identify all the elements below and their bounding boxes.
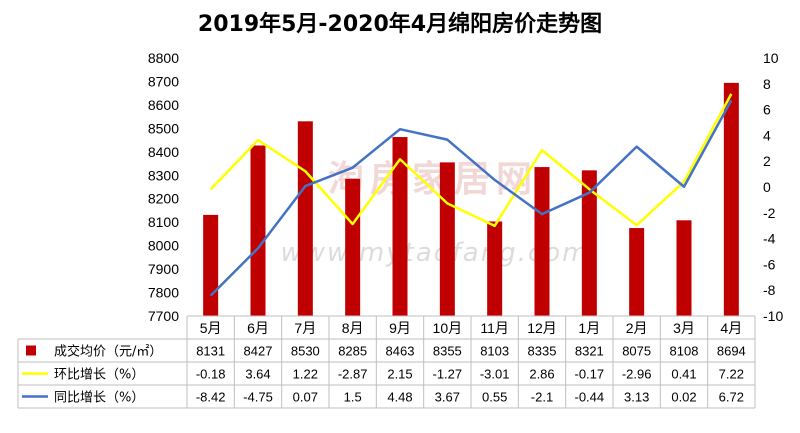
legend-label: 成交均价（元/㎡） <box>54 344 162 360</box>
y-right-tick-label: -6 <box>763 256 776 272</box>
x-tick-label: 5月 <box>200 320 222 336</box>
x-tick-label: 8月 <box>342 320 364 336</box>
data-label: 8108 <box>670 344 699 359</box>
chart-title: 2019年5月-2020年4月绵阳房价走势图 <box>197 12 603 37</box>
x-tick-label: 4月 <box>720 320 742 336</box>
data-label: 8694 <box>717 344 746 359</box>
y-left-tick-label: 8100 <box>148 214 179 230</box>
data-label: -0.17 <box>575 367 605 382</box>
data-label: 0.55 <box>482 390 507 405</box>
data-label: 8103 <box>480 344 509 359</box>
mom-growth-line <box>209 93 733 228</box>
y-left-tick-label: 8200 <box>148 191 179 207</box>
yoy-growth-line <box>209 99 733 297</box>
legend-label: 环比增长（%） <box>54 368 144 383</box>
data-label: -0.44 <box>575 390 605 405</box>
x-tick-label: 10月 <box>433 320 463 336</box>
bar <box>581 170 597 316</box>
y-right-tick-label: 4 <box>763 127 771 143</box>
data-label: 8285 <box>338 344 367 359</box>
y-left-tick-label: 8500 <box>148 120 179 136</box>
x-tick-label: 2月 <box>626 320 648 336</box>
legend-swatch-bar <box>26 345 36 356</box>
y-left-tick-label: 8000 <box>148 238 179 254</box>
data-label: 7.22 <box>719 367 744 382</box>
data-label: 1.22 <box>293 367 318 382</box>
data-label: -4.75 <box>243 390 273 405</box>
y-left-tick-label: 8700 <box>148 73 179 89</box>
bar <box>487 221 503 316</box>
y-right-tick-label: -10 <box>763 308 783 324</box>
data-label: -2.96 <box>622 367 652 382</box>
y-right-tick-label: -2 <box>763 205 776 221</box>
x-tick-label: 12月 <box>527 320 557 336</box>
bar <box>676 220 692 316</box>
data-label: 3.67 <box>435 390 460 405</box>
data-label: 8355 <box>433 344 462 359</box>
bar <box>345 178 361 316</box>
bar <box>250 145 266 316</box>
y-right-tick-label: 10 <box>763 50 779 66</box>
y-left-tick-label: 8800 <box>148 50 179 66</box>
x-tick-label: 3月 <box>673 320 695 336</box>
data-label: 0.07 <box>293 390 318 405</box>
data-label: 6.72 <box>719 390 744 405</box>
data-label: -1.27 <box>433 367 463 382</box>
bar <box>297 121 313 316</box>
data-label: -2.87 <box>338 367 368 382</box>
data-label: 0.02 <box>671 390 696 405</box>
bar <box>629 228 645 316</box>
x-tick-label: 6月 <box>247 320 269 336</box>
x-tick-label: 7月 <box>294 320 316 336</box>
y-left-tick-label: 8600 <box>148 97 179 113</box>
data-label: 8321 <box>575 344 604 359</box>
data-label: 8075 <box>622 344 651 359</box>
watermark-brand: 淘房家居网 <box>327 159 538 200</box>
x-tick-label: 1月 <box>578 320 600 336</box>
y-right-tick-label: 0 <box>763 179 771 195</box>
data-label: 8427 <box>244 344 273 359</box>
y-left-tick-label: 7700 <box>148 308 179 324</box>
data-label: 8463 <box>386 344 415 359</box>
y-left-tick-label: 7800 <box>148 285 179 301</box>
bar <box>392 137 408 316</box>
data-label: 0.41 <box>671 367 696 382</box>
bar <box>439 162 455 316</box>
data-label: -2.1 <box>531 390 553 405</box>
x-tick-label: 11月 <box>480 320 509 336</box>
x-tick-label: 9月 <box>389 320 411 336</box>
data-label: 1.5 <box>344 390 362 405</box>
legend-label: 同比增长（%） <box>54 391 144 406</box>
bar <box>723 82 739 316</box>
y-right-tick-label: 8 <box>763 76 771 92</box>
data-label: 4.48 <box>387 390 412 405</box>
data-label: 2.15 <box>387 367 412 382</box>
data-label: -8.42 <box>196 390 226 405</box>
data-label: -0.18 <box>196 367 226 382</box>
y-left-tick-label: 8400 <box>148 144 179 160</box>
y-right-tick-label: 2 <box>763 153 771 169</box>
data-label: 3.13 <box>624 390 649 405</box>
data-label: -3.01 <box>480 367 510 382</box>
y-left-tick-label: 8300 <box>148 167 179 183</box>
data-label: 2.86 <box>529 367 554 382</box>
data-label: 8335 <box>528 344 557 359</box>
bar <box>534 167 550 316</box>
y-right-tick-label: -4 <box>763 231 776 247</box>
data-label: 3.64 <box>245 367 270 382</box>
data-label: 8530 <box>291 344 320 359</box>
y-right-tick-label: 6 <box>763 102 771 118</box>
data-label: 8131 <box>196 344 225 359</box>
y-left-tick-label: 7900 <box>148 261 179 277</box>
y-right-tick-label: -8 <box>763 282 776 298</box>
bar <box>203 214 219 316</box>
